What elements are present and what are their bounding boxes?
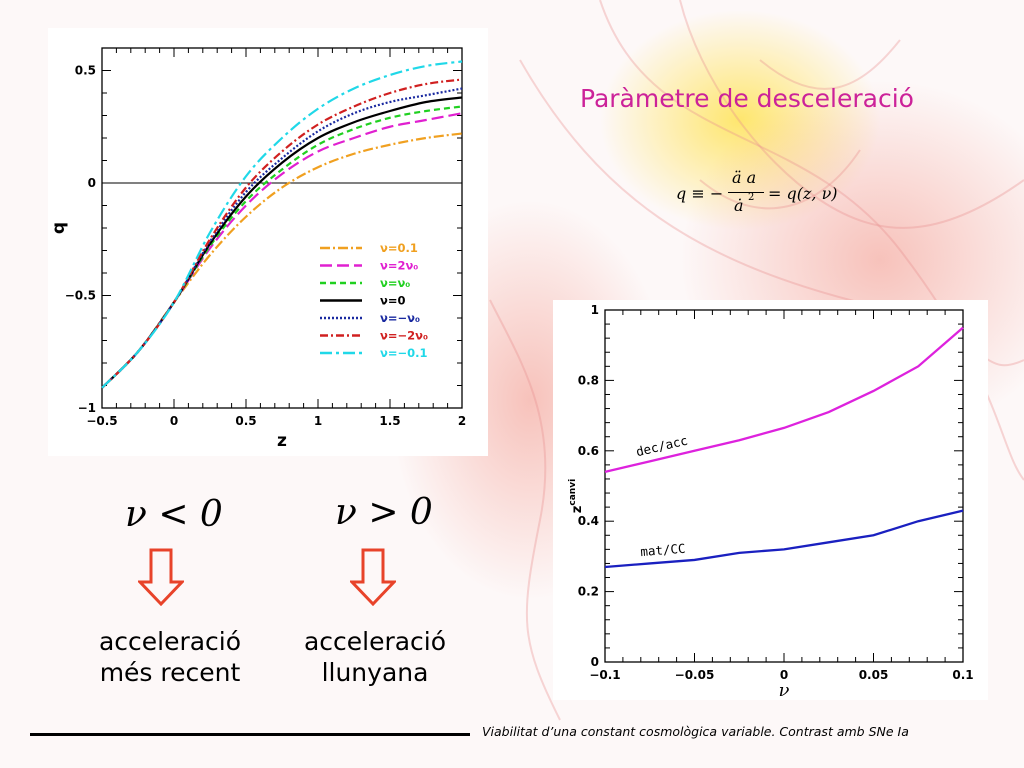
footer-caption: Viabilitat d’una constant cosmològica va… [482,724,909,739]
formula-denominator: ȧ [734,196,744,215]
formula-denominator-exponent: 2 [748,192,755,203]
down-arrow-icon [138,548,184,606]
plot-frame [604,309,964,663]
legend-label: ν=−0.1 [380,346,427,360]
y-tick-label: 0 [591,655,599,669]
zcanvi-vs-nu-plot: −0.1 −0.05 0 0.05 0.1 0 0.2 0.4 0.6 0.8 1 dec/acc ma… [568,303,974,701]
condition-positive-nu: ν > 0 [335,492,433,533]
y-axis-label-main: z [570,506,585,514]
series-line [604,509,964,569]
q-vs-z-plot: −0.5 0 0.5 1 1.5 2−1−0.500.5zqν=0.1ν=2ν₀ν=ν₀ν… [49,47,466,451]
q-vs-z-chart: −0.5 0 0.5 1 1.5 2 −1 −0.5 0 0.5 z q ν=0.1 ν=2ν₀ ν=ν₀ ν… [48,28,488,456]
zcanvi-vs-nu-chart: −0.1 −0.05 0 0.05 0.1 0 0.2 0.4 0.6 0.8 1 dec/acc ma… [553,300,988,701]
y-axis-label: q [49,222,69,234]
formula-lhs: q ≡ − [676,184,724,203]
x-tick-label: −0.1 [589,668,620,682]
x-tick-label: 0.5 [235,414,256,428]
series-inline-label: mat/CC [640,541,686,559]
series-line [101,60,463,389]
y-axis-label-superscript: canvi [568,479,578,506]
series-line [101,78,463,389]
x-tick-label: 0.05 [859,668,889,682]
legend-label: ν=−2ν₀ [380,329,428,343]
x-axis-label: z [277,431,287,451]
formula-rhs: = q(z, ν) [768,184,838,203]
series-inline-label: dec/acc [634,433,689,460]
y-tick-label: 0 [88,176,96,190]
result-negative-nu: acceleració més recent [75,626,265,688]
formula-fraction-bar [728,192,764,193]
result-positive-nu: acceleració llunyana [280,626,470,688]
x-tick-label: −0.05 [675,668,715,682]
result-positive-line2: llunyana [321,658,429,687]
x-tick-label: 0 [170,414,178,428]
condition-negative-nu: ν < 0 [125,494,223,535]
slide-title: Paràmetre de desceleració [580,84,914,113]
y-tick-label: 1 [591,303,599,317]
down-arrow-icon [350,548,396,606]
x-tick-label: 0.1 [952,668,973,682]
x-tick-label: 2 [458,414,466,428]
y-tick-label: −0.5 [65,289,96,303]
y-tick-label: 0.2 [578,585,599,599]
legend-label: ν=ν₀ [380,276,410,290]
y-tick-label: 0.6 [578,444,599,458]
x-axis-label: ν [779,680,790,700]
y-tick-label: 0.8 [578,373,599,387]
x-tick-label: −0.5 [86,414,117,428]
x-tick-label: 1 [314,414,322,428]
y-tick-label: 0.5 [75,64,96,78]
result-negative-line2: més recent [99,658,241,687]
legend-label: ν=0.1 [380,241,418,255]
x-tick-label: 1.5 [379,414,400,428]
result-positive-line1: acceleració [303,627,447,656]
legend-label: ν=2ν₀ [380,259,418,273]
y-axis-label: zcanvi [568,479,585,513]
y-tick-label: 0.4 [578,514,599,528]
footer-rule [30,733,470,736]
series-line [101,87,463,389]
formula-numerator: ä a [732,168,757,187]
x-tick-label: 0 [780,668,788,682]
result-negative-line1: acceleració [98,627,242,656]
deceleration-formula: q ≡ − ä a ȧ 2 = q(z, ν) [676,168,866,220]
legend-label: ν=−ν₀ [380,311,420,325]
series-line [604,326,964,474]
legend-label: ν=0 [380,294,405,308]
y-tick-label: −1 [78,401,96,415]
